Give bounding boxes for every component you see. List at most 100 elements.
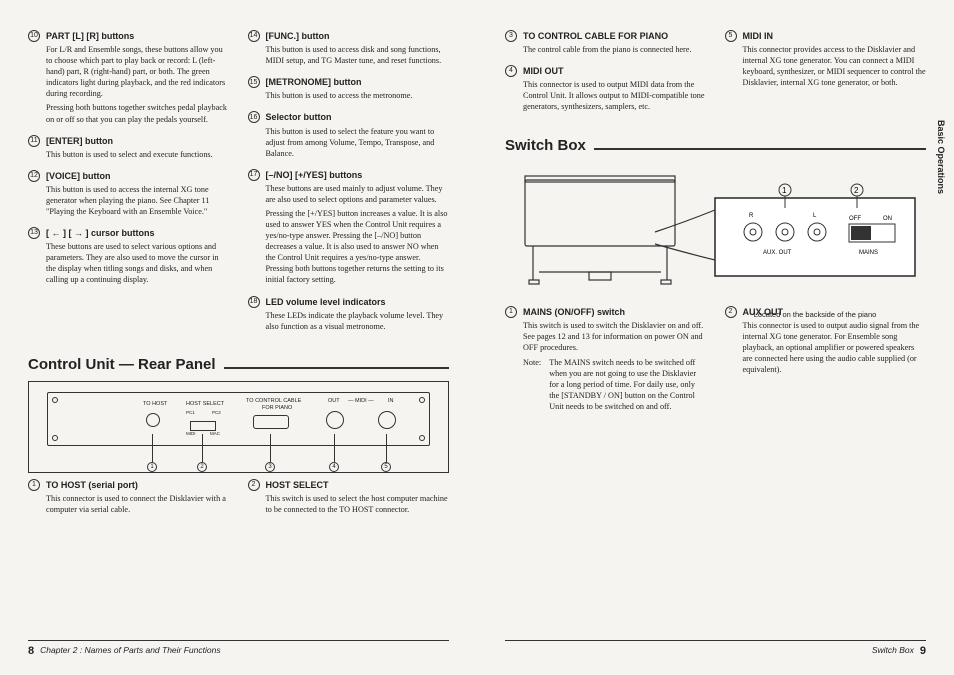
title-18: LED volume level indicators xyxy=(266,296,386,308)
screw-icon xyxy=(419,435,425,441)
body-13: These buttons are used to select various… xyxy=(46,241,230,285)
rear-panel-heading: Control Unit — Rear Panel xyxy=(28,356,449,373)
title-sb1: MAINS (ON/OFF) switch xyxy=(523,306,625,318)
title-14: [FUNC.] button xyxy=(266,30,330,42)
rear-item-2: 2HOST SELECT This switch is used to sele… xyxy=(248,479,450,515)
right-page-number: 9 xyxy=(920,645,926,657)
title-16: Selector button xyxy=(266,111,332,123)
rear-panel-frame: TO HOST HOST SELECT TO CONTROL CABLE FOR… xyxy=(47,392,430,446)
switch-box-diagram: 1 2 R L AUX. OUT OFF xyxy=(505,162,926,302)
marker-18: 18 xyxy=(248,296,260,308)
rear-panel-diagram: TO HOST HOST SELECT TO CONTROL CABLE FOR… xyxy=(28,381,449,473)
svg-text:R: R xyxy=(749,213,754,219)
port-tohost xyxy=(146,413,160,427)
callout-3: 3 xyxy=(265,462,275,472)
title-r1: TO HOST (serial port) xyxy=(46,479,138,491)
page-right: 3 TO CONTROL CABLE FOR PIANO The control … xyxy=(477,0,954,675)
rear-item-1: 1TO HOST (serial port) This connector is… xyxy=(28,479,230,515)
body-16: This button is used to select the featur… xyxy=(266,126,450,159)
item-18: 18 LED volume level indicators These LEDs… xyxy=(248,296,450,332)
item-17: 17[–/NO] [+/YES] buttons These buttons a… xyxy=(248,169,450,286)
marker-sb1: 1 xyxy=(505,306,517,318)
label-forpiano: FOR PIANO xyxy=(262,405,292,411)
marker-10: 10 xyxy=(28,30,40,42)
left-footer: 8 Chapter 2 : Names of Parts and Their F… xyxy=(28,640,449,657)
leader-4 xyxy=(334,434,335,462)
switch-box-caption: Located on the backside of the piano xyxy=(715,310,915,319)
marker-12: 12 xyxy=(28,170,40,182)
leader-2 xyxy=(202,434,203,462)
body-r3: The control cable from the piano is conn… xyxy=(523,44,707,55)
title-r5: MIDI IN xyxy=(743,30,774,42)
left-upper-columns: 10PART [L] [R] buttons For L/R and Ensem… xyxy=(28,30,449,342)
label-pc2: PC2 xyxy=(212,410,221,415)
rear-panel-title-text: Control Unit — Rear Panel xyxy=(28,356,216,373)
title-17: [–/NO] [+/YES] buttons xyxy=(266,169,363,181)
title-r2: HOST SELECT xyxy=(266,479,329,491)
item-13: 13[ ← ] [ → ] cursor buttons These butto… xyxy=(28,227,230,285)
leader-1 xyxy=(152,434,153,462)
rear-items-row: 1TO HOST (serial port) This connector is… xyxy=(28,479,449,525)
leader-3 xyxy=(270,434,271,462)
label-pc1: PC1 xyxy=(186,410,195,415)
callout-5: 5 xyxy=(381,462,391,472)
screw-icon xyxy=(52,397,58,403)
label-midi2: MIDI xyxy=(186,431,196,436)
svg-text:2: 2 xyxy=(854,186,859,195)
title-r3: TO CONTROL CABLE FOR PIANO xyxy=(523,30,668,42)
note-label: Note: xyxy=(523,357,541,412)
marker-15: 15 xyxy=(248,76,260,88)
right-footer: Switch Box 9 xyxy=(505,640,926,657)
left-page-number: 8 xyxy=(28,645,34,657)
body-12: This button is used to access the intern… xyxy=(46,184,230,217)
switch-box-items: 1 MAINS (ON/OFF) switch This switch is us… xyxy=(505,306,926,423)
body-r4: This connector is used to output MIDI da… xyxy=(523,79,707,112)
item-11: 11[ENTER] button This button is used to … xyxy=(28,135,230,160)
screw-icon xyxy=(419,397,425,403)
label-miditop: — MIDI — xyxy=(348,398,374,404)
note-text: The MAINS switch needs to be switched of… xyxy=(549,357,706,412)
body-sb2: This connector is used to output audio s… xyxy=(743,320,927,375)
note-sb1: Note: The MAINS switch needs to be switc… xyxy=(523,357,707,412)
marker-16: 16 xyxy=(248,111,260,123)
item-15: 15[METRONOME] button This button is used… xyxy=(248,76,450,101)
title-13: [ ← ] [ → ] cursor buttons xyxy=(46,227,155,239)
marker-r3: 3 xyxy=(505,30,517,42)
switch-box-svg: 1 2 R L AUX. OUT OFF xyxy=(505,162,925,302)
svg-text:MAINS: MAINS xyxy=(859,250,878,256)
body-10b: Pressing both buttons together switches … xyxy=(46,102,230,124)
item-r4: 4MIDI OUT This connector is used to outp… xyxy=(505,65,707,112)
item-14: 14 [FUNC.] button This button is used to … xyxy=(248,30,450,66)
label-mac: MAC xyxy=(210,431,220,436)
item-10: 10PART [L] [R] buttons For L/R and Ensem… xyxy=(28,30,230,125)
title-15: [METRONOME] button xyxy=(266,76,362,88)
label-in: IN xyxy=(388,398,394,404)
body-sb1: This switch is used to switch the Diskla… xyxy=(523,320,707,353)
body-r2: This switch is used to select the host c… xyxy=(266,493,450,515)
item-r3: 3 TO CONTROL CABLE FOR PIANO The control … xyxy=(505,30,707,55)
right-top-columns: 3 TO CONTROL CABLE FOR PIANO The control … xyxy=(505,30,926,123)
page-left: 10PART [L] [R] buttons For L/R and Ensem… xyxy=(0,0,477,675)
switch-box-title-text: Switch Box xyxy=(505,137,586,154)
left-footer-text: Chapter 2 : Names of Parts and Their Fun… xyxy=(40,645,220,657)
side-tab-label: Basic Operations xyxy=(936,120,946,194)
item-r5: 5 MIDI IN This connector provides access … xyxy=(725,30,927,88)
sb-item-1: 1 MAINS (ON/OFF) switch This switch is us… xyxy=(505,306,707,413)
right-footer-text: Switch Box xyxy=(872,645,914,657)
svg-text:OFF: OFF xyxy=(849,216,861,222)
svg-text:ON: ON xyxy=(883,216,892,222)
title-10: PART [L] [R] buttons xyxy=(46,30,134,42)
body-17: These buttons are used mainly to adjust … xyxy=(266,183,450,205)
switch-box-rule xyxy=(594,148,926,150)
callout-2: 2 xyxy=(197,462,207,472)
svg-text:AUX. OUT: AUX. OUT xyxy=(763,250,792,256)
label-out: OUT xyxy=(328,398,340,404)
marker-r5: 5 xyxy=(725,30,737,42)
leader-5 xyxy=(386,434,387,462)
body-r5: This connector provides access to the Di… xyxy=(743,44,927,88)
marker-14: 14 xyxy=(248,30,260,42)
screw-icon xyxy=(52,435,58,441)
port-midi-out xyxy=(326,411,344,429)
body-18: These LEDs indicate the playback volume … xyxy=(266,310,450,332)
body-14: This button is used to access disk and s… xyxy=(266,44,450,66)
